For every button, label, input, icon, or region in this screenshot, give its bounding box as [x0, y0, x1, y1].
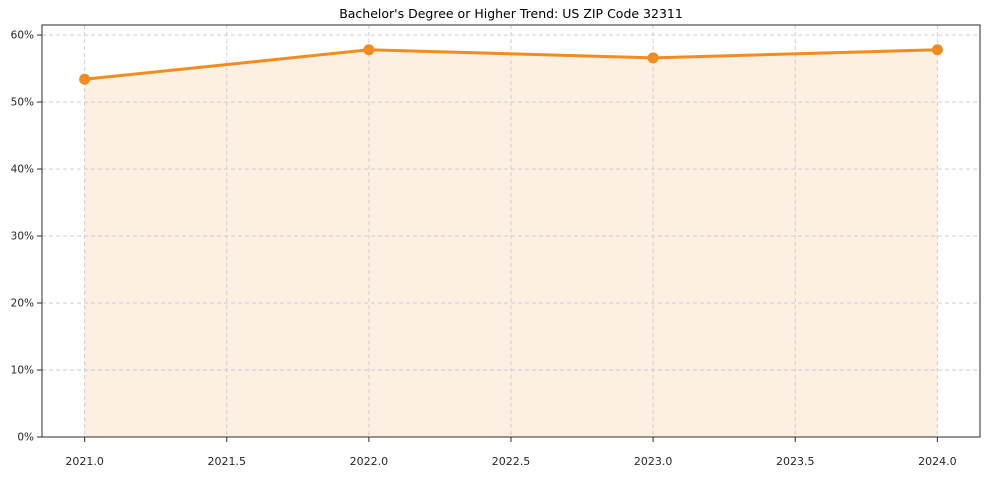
x-tick-label: 2023.0 [634, 455, 673, 468]
chart-title: Bachelor's Degree or Higher Trend: US ZI… [339, 6, 683, 21]
x-tick-label: 2021.0 [65, 455, 104, 468]
x-tick-label: 2022.5 [492, 455, 531, 468]
x-tick-label: 2021.5 [208, 455, 247, 468]
data-point-marker [647, 52, 659, 64]
y-tick-label: 60% [11, 30, 34, 42]
x-tick-label: 2023.5 [776, 455, 815, 468]
trend-line [83, 48, 939, 81]
y-tick-label: 0% [17, 432, 34, 444]
data-point-marker [79, 73, 91, 85]
y-tick-label: 30% [11, 231, 34, 243]
y-tick-label: 50% [11, 97, 34, 109]
y-tick-label: 10% [11, 365, 34, 377]
data-point-marker [931, 44, 943, 56]
data-point-marker [363, 44, 375, 56]
x-tick-label: 2022.0 [350, 455, 389, 468]
y-tick-label: 40% [11, 164, 34, 176]
y-tick-label: 20% [11, 298, 34, 310]
x-tick-label: 2024.0 [918, 455, 957, 468]
